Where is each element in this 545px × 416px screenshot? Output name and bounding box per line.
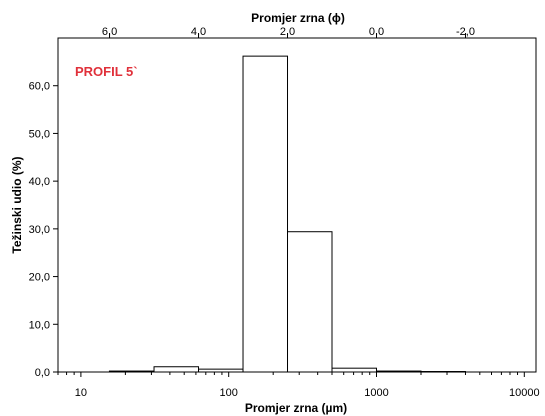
histogram-bar-5 [331,367,377,373]
histogram-bar-7 [420,371,466,373]
bottom-tick-label-0: 10 [75,387,87,399]
bottom-tick-label-2: 1000 [364,387,388,399]
left-tick-label-1: 10,0 [29,319,50,331]
bottom-tick-label-3: 10000 [509,387,540,399]
histogram-bar-2 [198,368,244,373]
histogram-bar-6 [376,370,422,373]
left-tick-label-0: 0,0 [35,367,50,379]
top-tick-label-2: 2,0 [280,26,295,38]
left-tick-label-4: 40,0 [29,176,50,188]
bottom-tick-label-1: 100 [220,387,238,399]
left-tick-label-2: 20,0 [29,272,50,284]
x-axis-title-top: Promjer zrna (ϕ) [251,11,345,25]
x-axis-title-bottom: Promjer zrna (µm) [245,401,347,415]
left-axis-ticks: 0,0 10,0 20,0 30,0 40,0 50,0 60,0 [29,81,58,379]
histogram-bars [108,55,466,373]
histogram-bar-3 [242,55,289,373]
histogram-bar-1 [153,366,200,373]
y-axis-title: Težinski udio (%) [10,156,24,253]
bottom-axis-ticks: 10 100 1000 10000 [57,372,540,399]
annotation-label: PROFIL 5` [75,64,138,79]
left-tick-label-5: 50,0 [29,128,50,140]
left-tick-label-3: 30,0 [29,224,50,236]
histogram-bar-0 [108,370,155,373]
top-tick-label-3: 0,0 [369,26,384,38]
top-tick-label-1: 4,0 [191,26,206,38]
top-tick-label-4: -2,0 [456,26,475,38]
histogram-bar-4 [287,231,333,373]
left-tick-label-6: 60,0 [29,81,50,93]
top-tick-label-0: 6,0 [102,26,117,38]
top-axis-ticks: 6,04,02,00,0-2,0-4,0 [102,26,545,38]
